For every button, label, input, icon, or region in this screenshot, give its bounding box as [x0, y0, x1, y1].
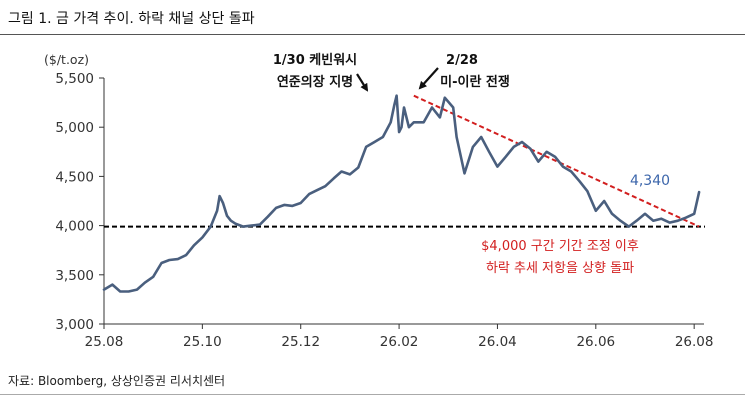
y-tick-label: 3,000 [55, 317, 94, 333]
trendline-group [413, 94, 700, 228]
title-divider [0, 34, 745, 35]
y-axis-unit-label: ($/t.oz) [44, 52, 90, 67]
chart-ticks: 3,000 3,500 4,000 4,500 5,000 5,500 25.08 25.10… [55, 71, 713, 350]
annotation-breakout-line1: $4,000 구간 기간 조정 이후 [481, 239, 639, 254]
annotation-iran-war-arrow [418, 67, 439, 90]
y-tick-label: 4,500 [55, 169, 94, 185]
figure-title: 그림 1. 금 가격 추이. 하락 채널 상단 돌파 [8, 11, 255, 27]
series-group [102, 94, 701, 293]
annotation-group: 1/30 케빈워시 연준의장 지명 2/28 미-이란 전쟁 $4,000 구간… [273, 52, 670, 276]
y-tick-label: 5,000 [55, 120, 94, 136]
gold-price-line [102, 94, 701, 293]
annotation-iran-war-line2: 미-이란 전쟁 [440, 74, 510, 90]
x-tick-label: 26.04 [478, 334, 517, 350]
annotation-kevin-warsh-arrow [356, 73, 369, 92]
y-tick-label: 5,500 [55, 71, 94, 87]
source-note: 자료: Bloomberg, 상상인증권 리서치센터 [8, 374, 226, 388]
annotation-iran-war-line1: 2/28 [446, 53, 478, 68]
x-tick-label: 26.02 [380, 334, 419, 350]
footer-divider [0, 394, 745, 395]
last-value-label: 4,340 [630, 173, 670, 189]
y-tick-label: 3,500 [55, 268, 94, 284]
annotation-breakout-line2: 하락 추세 저항을 상향 돌파 [486, 261, 634, 276]
annotation-kevin-warsh-line1: 1/30 케빈워시 [273, 52, 357, 68]
x-tick-label: 26.06 [576, 334, 615, 350]
x-tick-label: 25.08 [85, 334, 124, 350]
annotation-kevin-warsh-line2: 연준의장 지명 [277, 74, 353, 90]
x-tick-label: 25.10 [183, 334, 222, 350]
chart-axes [103, 78, 704, 325]
descending-trendline [413, 94, 700, 228]
x-tick-label: 26.08 [675, 334, 714, 350]
y-tick-label: 4,000 [55, 219, 94, 235]
x-tick-label: 25.12 [281, 334, 320, 350]
